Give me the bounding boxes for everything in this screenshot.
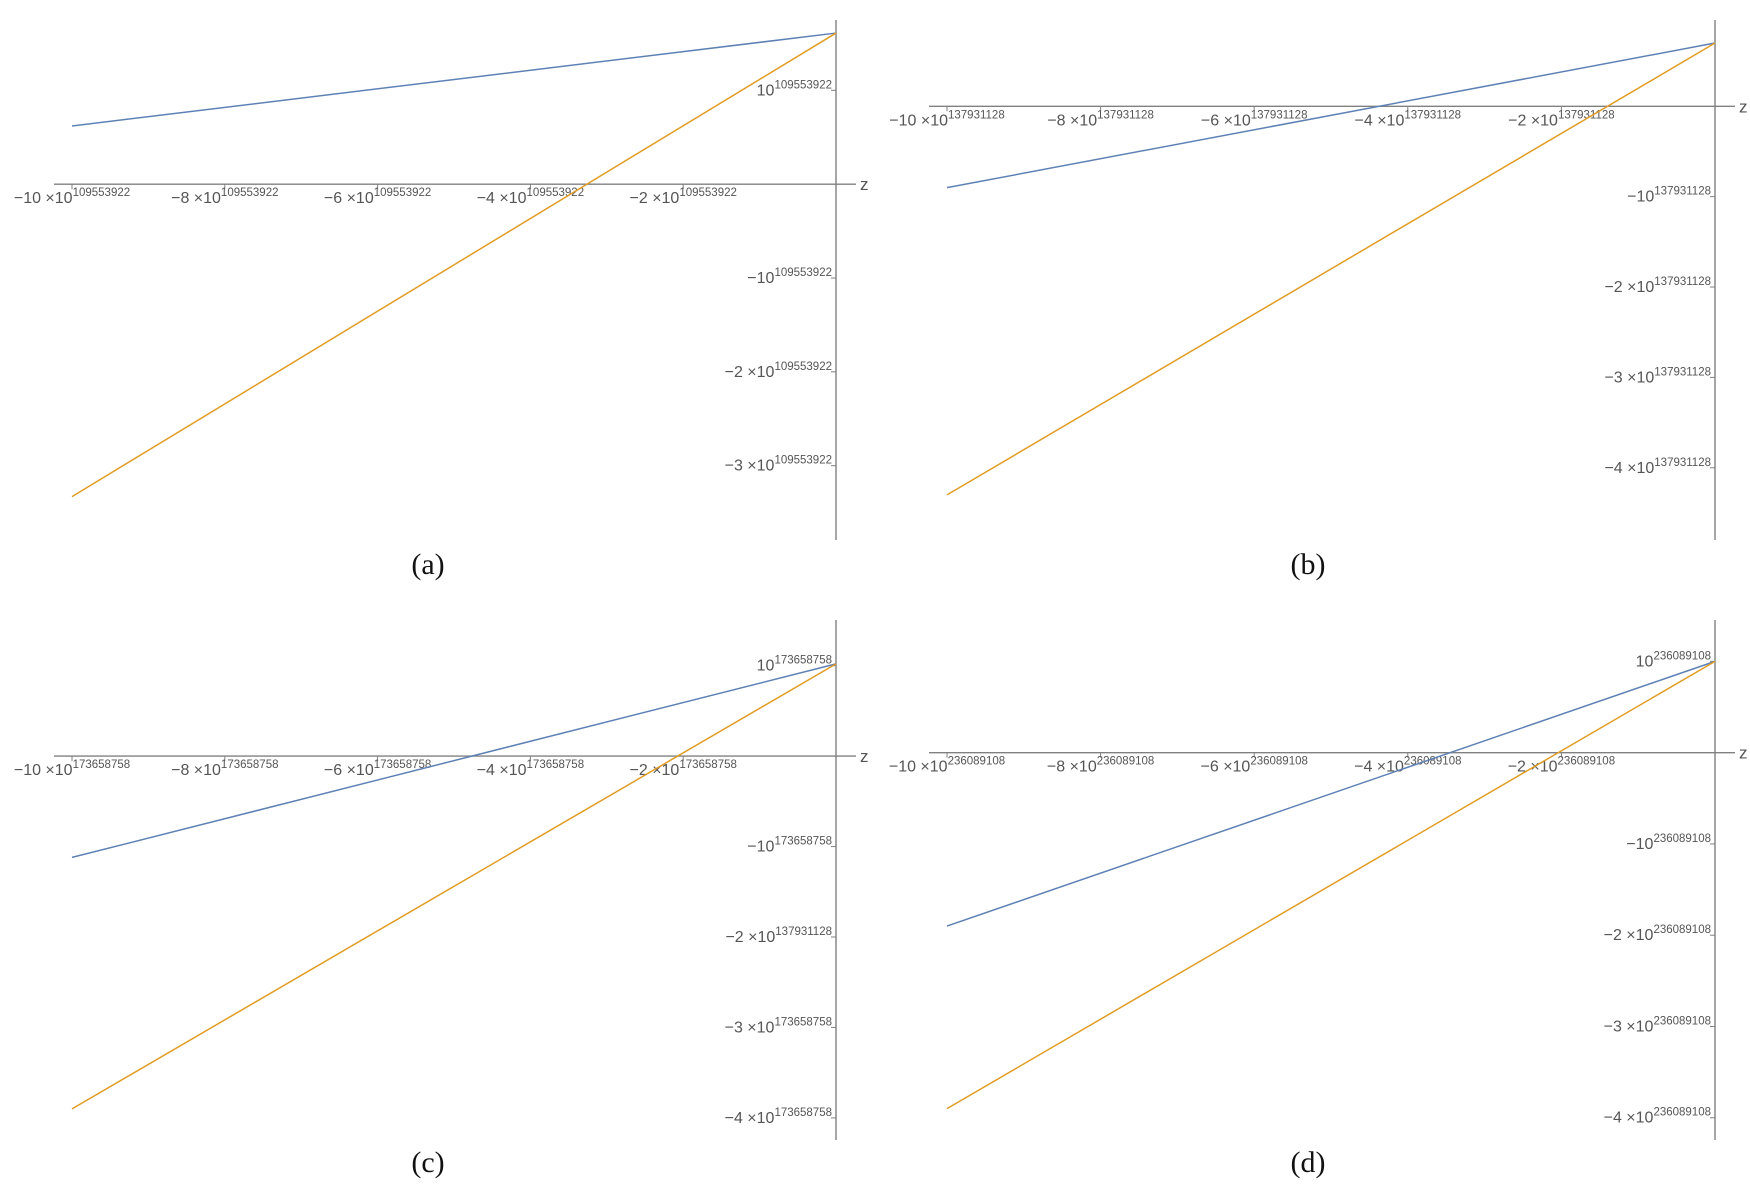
caption-d: (d) [1290,1146,1326,1179]
x-axis-label-d: z [1739,744,1748,763]
x-tick-label: −10 ×10109553922 [14,187,130,207]
series-line-2-c [71,663,837,1110]
y-tick-label: −2 ×10137931128 [1604,276,1711,296]
x-tick-label: −8 ×10109553922 [171,187,278,207]
caption-a: (a) [411,548,445,581]
x-tick-label: −4 ×10137931128 [1355,109,1462,129]
x-tick-label: −6 ×10137931128 [1201,109,1308,129]
series-line-2-b [946,42,1716,496]
y-tick-label: −10173658758 [747,836,832,856]
y-tick-label: −4 ×10173658758 [725,1107,832,1127]
x-tick-label: −6 ×10109553922 [324,187,431,207]
x-axis-label-a: z [860,175,869,194]
x-tick-label: −4 ×10109553922 [477,187,584,207]
y-tick-label: −3 ×10173658758 [725,1016,832,1036]
y-tick-label: −3 ×10137931128 [1604,366,1711,386]
x-tick-label: −2 ×10173658758 [630,759,737,779]
y-tick-label: −2 ×10236089108 [1604,924,1711,944]
series-line-1-b [946,42,1716,189]
series-line-1-c [71,663,837,859]
y-tick-label: 10173658758 [757,655,832,675]
chart-panel-a: z −10 ×10109553922 −8 ×10109553922 −6 ×1010… [14,20,869,540]
x-tick-label: −8 ×10137931128 [1047,109,1154,129]
y-tick-label: −4 ×10137931128 [1604,457,1711,477]
x-tick-label: −6 ×10173658758 [324,759,431,779]
x-tick-label: −10 ×10236089108 [889,756,1005,776]
caption-c: (c) [411,1146,445,1179]
series-line-2-d [946,660,1716,1110]
y-tick-label: −10137931128 [1627,186,1711,206]
chart-panel-d: z −10 ×10236089108 −8 ×10236089108 −6 ×1023… [889,620,1748,1140]
x-axis-label-c: z [860,747,869,766]
caption-b: (b) [1290,548,1326,581]
y-tick-label: −2 ×10137931128 [725,926,832,946]
series-line-2-a [71,32,837,498]
y-tick-label: −10109553922 [747,267,832,287]
x-tick-label: −10 ×10137931128 [889,109,1004,129]
x-tick-label: −4 ×10236089108 [1354,756,1461,776]
y-tick-label: −3 ×10109553922 [725,455,832,475]
y-tick-label: −2 ×10109553922 [725,361,832,381]
x-tick-label: −2 ×10109553922 [630,187,737,207]
x-tick-label: −4 ×10173658758 [477,759,584,779]
chart-panel-b: z −10 ×10137931128 −8 ×10137931128 −6 ×1013… [889,20,1748,540]
x-axis-label-b: z [1739,97,1748,116]
y-tick-label: −4 ×10236089108 [1604,1107,1711,1127]
y-tick-label: −10236089108 [1626,833,1711,853]
x-tick-label: −6 ×10236089108 [1201,756,1308,776]
x-tick-label: −8 ×10173658758 [171,759,278,779]
y-tick-label: 10236089108 [1636,650,1711,670]
y-tick-label: 10109553922 [757,79,832,99]
x-tick-label: −8 ×10236089108 [1047,756,1154,776]
x-tick-label: −2 ×10137931128 [1508,109,1615,129]
series-line-1-d [946,660,1716,927]
x-tick-label: −10 ×10173658758 [14,759,130,779]
chart-panel-c: z −10 ×10173658758 −8 ×10173658758 −6 ×1017… [14,620,869,1140]
series-line-1-a [71,32,837,127]
y-tick-label: −3 ×10236089108 [1604,1015,1711,1035]
